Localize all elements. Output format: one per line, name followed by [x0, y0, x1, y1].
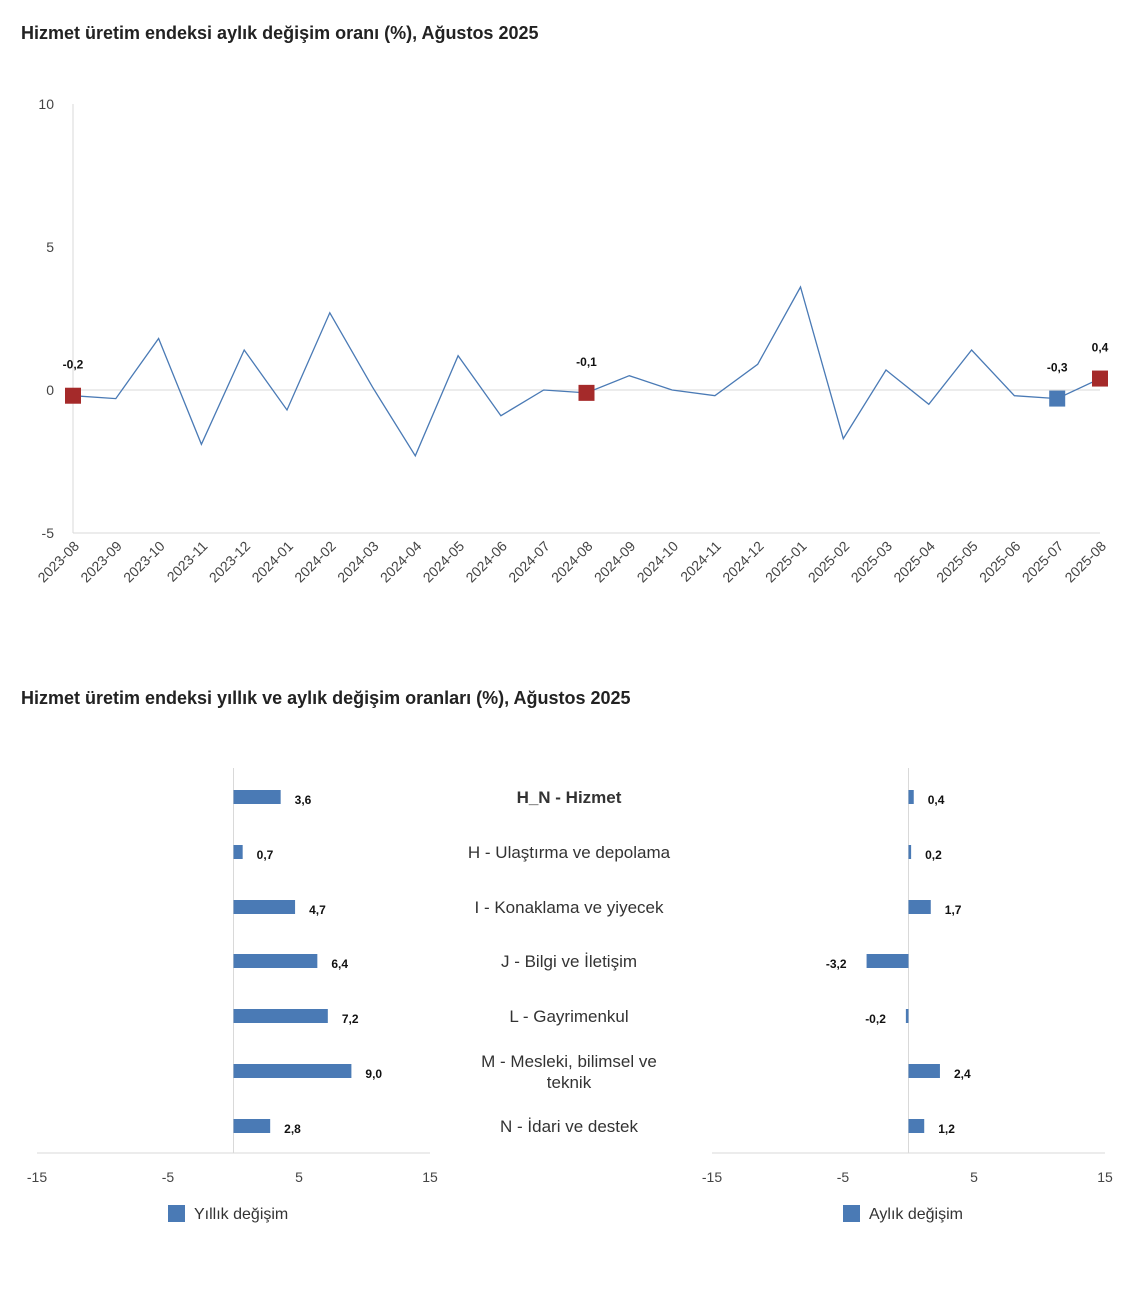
annual-bar — [233, 954, 318, 968]
annual-bar-label: 4,7 — [309, 903, 326, 917]
category-label: I - Konaklama ve yiyecek — [475, 898, 664, 917]
highlight-marker — [1049, 390, 1066, 407]
annual-bar-label: 3,6 — [295, 793, 312, 807]
monthly-x-tick-label: -15 — [702, 1169, 722, 1185]
monthly-bar-label: -3,2 — [826, 957, 847, 971]
data-label: -0,2 — [63, 358, 84, 372]
category-label: H - Ulaştırma ve depolama — [468, 843, 671, 862]
annual-x-tick-label: -15 — [27, 1169, 47, 1185]
monthly-bar — [908, 790, 914, 804]
annual-bar — [233, 900, 296, 914]
y-tick-label: 0 — [46, 382, 54, 398]
monthly-bar-label: -0,2 — [865, 1012, 886, 1026]
annual-bar — [233, 1009, 328, 1023]
annual-bar — [233, 845, 243, 859]
annual-bar-label: 9,0 — [365, 1067, 382, 1081]
annual-bar — [233, 1119, 271, 1133]
monthly-bar — [866, 954, 909, 968]
monthly-bar — [908, 845, 912, 859]
category-label: H_N - Hizmet — [517, 788, 622, 807]
category-label: N - İdari ve destek — [500, 1117, 638, 1136]
highlight-marker — [578, 384, 595, 401]
annual-legend-swatch — [168, 1205, 185, 1222]
monthly-x-tick-label: 15 — [1097, 1169, 1113, 1185]
annual-bar — [233, 1064, 352, 1078]
monthly-x-tick-label: 5 — [970, 1169, 978, 1185]
monthly-bar-label: 2,4 — [954, 1067, 971, 1081]
monthly-bar-label: 0,4 — [928, 793, 945, 807]
y-tick-label: -5 — [42, 525, 55, 541]
annual-bar-label: 2,8 — [284, 1122, 301, 1136]
annual-legend-label: Yıllık değişim — [194, 1206, 288, 1223]
monthly-legend-swatch — [843, 1205, 860, 1222]
highlight-marker — [65, 387, 81, 404]
y-tick-label: 10 — [38, 96, 54, 112]
category-label: teknik — [547, 1073, 592, 1092]
data-label: -0,3 — [1047, 361, 1068, 375]
category-label: M - Mesleki, bilimsel ve — [481, 1052, 657, 1071]
monthly-bar-label: 1,7 — [945, 903, 962, 917]
monthly-bar — [908, 900, 931, 914]
monthly-legend-label: Aylık değişim — [869, 1206, 963, 1223]
bar-chart-title: Hizmet üretim endeksi yıllık ve aylık de… — [21, 688, 631, 708]
annual-x-tick-label: 5 — [295, 1169, 303, 1185]
data-label: 0,4 — [1092, 341, 1109, 355]
highlight-marker — [1092, 370, 1108, 387]
monthly-x-tick-label: -5 — [837, 1169, 850, 1185]
annual-bar-label: 0,7 — [257, 848, 274, 862]
monthly-change-line-chart: -505102023-082023-092023-102023-112023-1… — [34, 96, 1109, 585]
monthly-bar-label: 0,2 — [925, 848, 942, 862]
line-chart-title: Hizmet üretim endeksi aylık değişim oran… — [21, 23, 539, 43]
annual-x-tick-label: 15 — [422, 1169, 438, 1185]
data-label: -0,1 — [576, 355, 597, 369]
monthly-bar — [908, 1064, 940, 1078]
y-tick-label: 5 — [46, 239, 54, 255]
annual-bar-label: 7,2 — [342, 1012, 359, 1026]
monthly-bar-label: 1,2 — [938, 1122, 955, 1136]
monthly-bar — [905, 1009, 909, 1023]
monthly-bar — [908, 1119, 925, 1133]
category-label: L - Gayrimenkul — [509, 1007, 628, 1026]
category-label: J - Bilgi ve İletişim — [501, 952, 637, 971]
annual-bar — [233, 790, 281, 804]
annual-bar-label: 6,4 — [331, 957, 348, 971]
annual-x-tick-label: -5 — [162, 1169, 175, 1185]
